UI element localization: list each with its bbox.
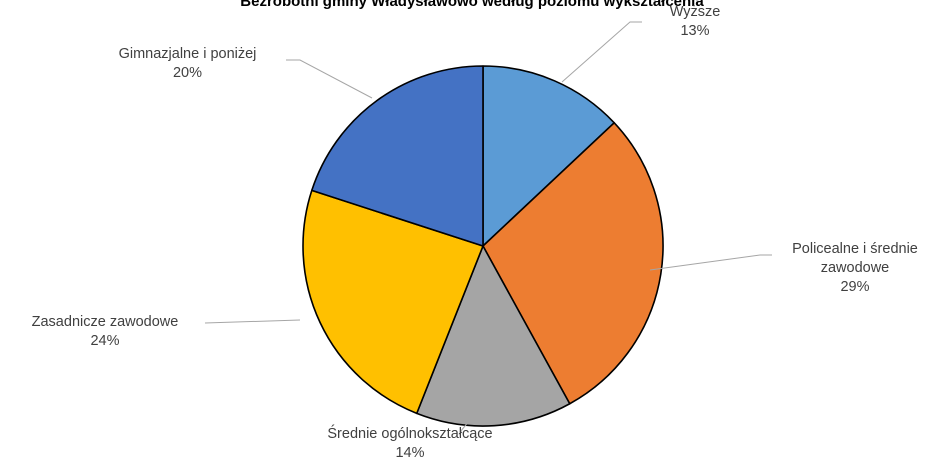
slice-label-zasadnicze: Zasadnicze zawodowe 24% bbox=[5, 313, 205, 351]
category-label: Gimnazjalne i poniżej bbox=[118, 46, 257, 62]
value-label: 29% bbox=[840, 279, 870, 295]
pie-slice-wyzsze bbox=[482, 65, 616, 247]
chart-title: Bezrobotni gminy Władysławowo według poz… bbox=[240, 0, 704, 10]
pie-slice-srednie-ogolnoksztalcace bbox=[415, 245, 571, 427]
category-label: Wyższe bbox=[669, 4, 721, 20]
leader-line-srednie-ogolnoksztalcace bbox=[459, 419, 471, 433]
value-label: 24% bbox=[90, 333, 120, 349]
slice-label-wyzsze: Wyższe 13% bbox=[640, 3, 750, 41]
value-label: 20% bbox=[172, 65, 203, 81]
value-label: 13% bbox=[680, 23, 710, 39]
category-label: Zasadnicze zawodowe bbox=[31, 314, 179, 330]
leader-line-policealne bbox=[649, 254, 772, 271]
pie-slice-zasadnicze bbox=[302, 189, 484, 415]
value-label: 14% bbox=[395, 445, 425, 461]
slice-label-gimnazjalne: Gimnazjalne i poniżej 20% bbox=[85, 45, 290, 83]
category-label: Średnie ogólnokształcące bbox=[327, 426, 493, 442]
pie-slice-gimnazjalne bbox=[311, 65, 484, 247]
leader-line-wyzsze bbox=[561, 21, 642, 83]
category-label-line-2: zawodowe bbox=[820, 260, 890, 276]
slice-label-policealne: Policealne i średnie zawodowe 29% bbox=[770, 240, 940, 297]
leader-line-zasadnicze bbox=[204, 319, 301, 324]
category-label-line-1: Policealne i średnie bbox=[792, 241, 918, 257]
leader-line-gimnazjalne bbox=[286, 59, 373, 99]
slice-label-srednie-ogolnoksztalcace: Średnie ogólnokształcące 14% bbox=[280, 425, 540, 463]
pie-slice-policealne bbox=[482, 121, 664, 405]
